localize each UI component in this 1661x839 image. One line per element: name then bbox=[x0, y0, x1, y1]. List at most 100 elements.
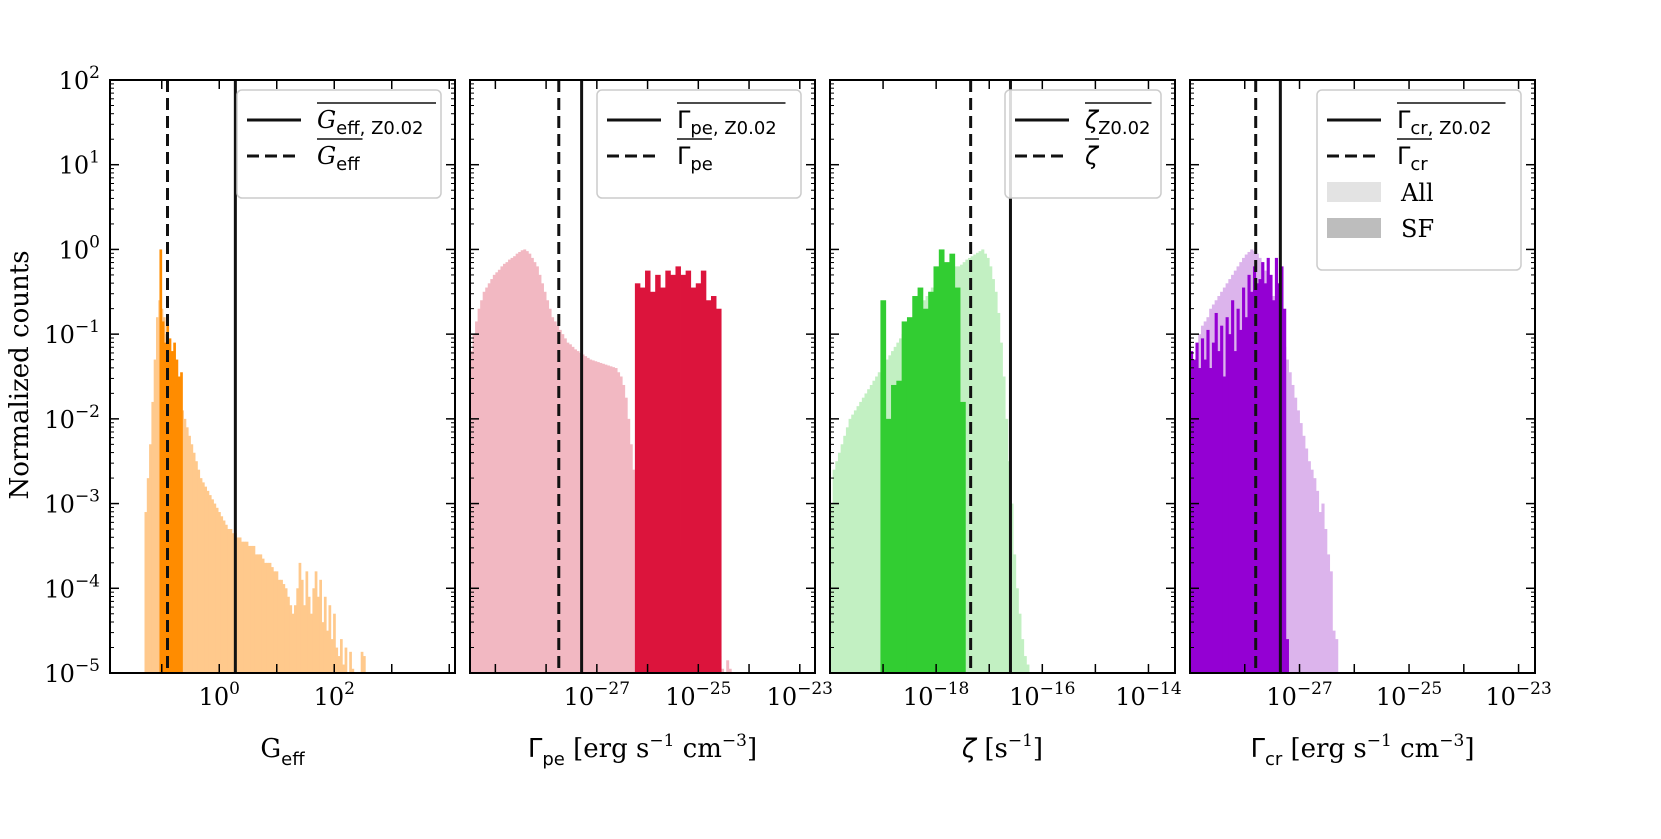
y-tick-label: 10−3 bbox=[44, 487, 100, 519]
bar-all bbox=[624, 397, 628, 673]
bar-all bbox=[975, 252, 980, 673]
bar-all bbox=[551, 317, 555, 673]
legend-patch-all bbox=[1327, 182, 1381, 202]
bar-all bbox=[520, 250, 524, 673]
bar-all bbox=[571, 346, 575, 673]
bar-all bbox=[259, 554, 263, 673]
bar-all bbox=[319, 579, 322, 673]
legend-label: SF bbox=[1401, 215, 1434, 243]
bar-sf bbox=[1214, 312, 1218, 673]
bar-all bbox=[515, 253, 519, 673]
panel-1: 100 10210210110010−110−210−310−410−5GeffG… bbox=[44, 63, 456, 770]
bar-sf bbox=[880, 300, 887, 673]
bar-all bbox=[264, 562, 267, 673]
y-tick-label: 10−4 bbox=[44, 571, 100, 603]
bar-all bbox=[525, 251, 529, 673]
bar-all bbox=[548, 308, 552, 673]
bar-all bbox=[986, 257, 990, 673]
bar-all bbox=[300, 579, 304, 673]
bar-sf bbox=[645, 270, 651, 673]
bar-all bbox=[208, 495, 212, 673]
bar-sf bbox=[634, 283, 641, 673]
bar-all bbox=[584, 356, 588, 673]
bar-all bbox=[832, 469, 836, 673]
bar-all bbox=[1023, 656, 1027, 673]
bar-sf bbox=[928, 291, 934, 673]
bar-all bbox=[326, 630, 329, 673]
bar-all bbox=[287, 596, 290, 673]
bar-all bbox=[528, 253, 532, 673]
bar-sf bbox=[690, 287, 697, 673]
bar-sf bbox=[1192, 359, 1196, 673]
bar-all bbox=[983, 253, 987, 673]
bar-all bbox=[614, 368, 618, 673]
legend-label: Γpe, Z0.02 bbox=[677, 106, 777, 139]
bar-all bbox=[541, 283, 544, 673]
bar-all bbox=[188, 435, 191, 673]
bar-all bbox=[1315, 490, 1320, 673]
bar-all bbox=[546, 300, 550, 673]
bar-all bbox=[1002, 376, 1006, 673]
bar-all bbox=[1288, 372, 1292, 673]
bar-all bbox=[149, 444, 152, 673]
bar-all bbox=[156, 317, 159, 673]
panel-2: 10−27 10−25 10−23 Γpe [erg s−1 cm−3] Γpe, Z0… bbox=[469, 79, 833, 770]
bar-sf bbox=[1269, 274, 1273, 673]
bar-sf bbox=[1263, 283, 1268, 673]
x-tick-label: 100 bbox=[199, 679, 240, 711]
bar-all bbox=[837, 452, 842, 673]
bar-all bbox=[477, 308, 481, 673]
bar-all bbox=[1010, 503, 1014, 673]
bar-all bbox=[994, 291, 998, 673]
bar-all bbox=[280, 579, 283, 673]
bar-all bbox=[629, 444, 633, 673]
legend-box bbox=[596, 89, 802, 199]
bar-all bbox=[505, 262, 509, 673]
bar-all bbox=[480, 300, 484, 673]
bar-all bbox=[1013, 554, 1017, 673]
bar-all bbox=[856, 406, 860, 673]
bar-all bbox=[869, 384, 873, 673]
bar-all bbox=[363, 656, 366, 673]
bar-all bbox=[619, 376, 623, 673]
bar-all bbox=[248, 545, 251, 673]
bar-all bbox=[840, 444, 844, 673]
bar-all bbox=[307, 596, 311, 673]
legend-patch-sf bbox=[1327, 218, 1381, 238]
bar-all bbox=[991, 279, 995, 673]
bar-all bbox=[999, 342, 1003, 673]
bar-all bbox=[1005, 418, 1009, 673]
x-tick-label: 102 bbox=[314, 679, 355, 711]
bar-all bbox=[241, 541, 244, 673]
bar-all bbox=[533, 262, 537, 673]
bar-all bbox=[482, 291, 486, 673]
bar-sf bbox=[1209, 368, 1213, 673]
x-tick-label: 10−27 bbox=[564, 679, 630, 711]
bar-all bbox=[609, 366, 613, 673]
bar-sf bbox=[1217, 351, 1221, 673]
bar-all bbox=[227, 528, 230, 673]
bar-sf bbox=[906, 317, 913, 673]
bar-sf bbox=[710, 296, 717, 673]
bar-all bbox=[282, 584, 286, 673]
bar-all bbox=[211, 499, 214, 673]
x-tick-label: 10−25 bbox=[1376, 679, 1442, 711]
bar-all bbox=[1026, 664, 1030, 673]
bar-sf bbox=[639, 287, 646, 673]
bar-all bbox=[1326, 554, 1331, 673]
bar-all bbox=[568, 344, 572, 673]
bar-all bbox=[317, 596, 320, 673]
bar-sf bbox=[960, 401, 966, 673]
legend-label: All bbox=[1400, 179, 1434, 207]
bar-all bbox=[222, 520, 226, 673]
bar-all bbox=[632, 469, 636, 673]
bar-all bbox=[561, 334, 565, 673]
bar-sf bbox=[655, 274, 661, 673]
bar-all bbox=[1313, 478, 1317, 673]
bar-sf bbox=[173, 342, 176, 673]
bar-all bbox=[500, 266, 504, 673]
bar-all bbox=[229, 528, 233, 673]
bar-sf bbox=[665, 270, 671, 673]
bar-all bbox=[566, 342, 570, 673]
